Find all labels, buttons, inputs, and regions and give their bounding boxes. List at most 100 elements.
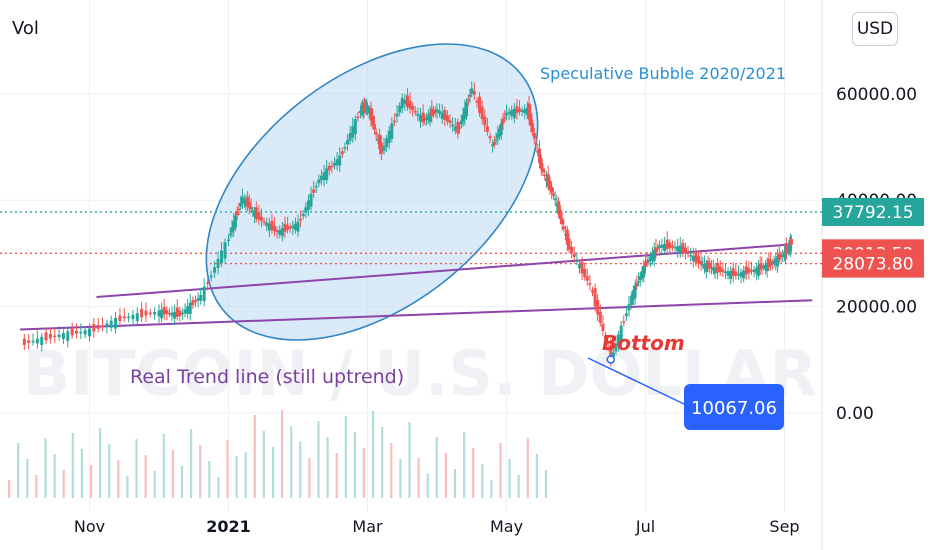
volume-bar — [53, 454, 56, 498]
candle-body — [543, 174, 547, 177]
candle-body — [230, 227, 234, 233]
candle-body — [430, 108, 434, 117]
candle-body — [379, 142, 383, 154]
volume-bars — [8, 410, 548, 498]
candle-body — [251, 210, 255, 212]
candle-body — [416, 113, 420, 117]
candle-body — [645, 260, 649, 264]
candle-body — [518, 108, 522, 112]
candle-body — [35, 338, 39, 344]
candle-body — [240, 197, 244, 204]
candle-body — [96, 325, 100, 329]
volume-bar — [444, 453, 447, 498]
candle-body — [541, 168, 545, 173]
volume-bar — [481, 464, 484, 498]
candle-body — [209, 275, 213, 278]
candle-body — [536, 151, 540, 153]
candle-body — [749, 270, 753, 272]
candle-body — [622, 321, 626, 323]
candle-body — [183, 309, 187, 314]
candle-body — [267, 223, 271, 231]
candle-body — [483, 116, 487, 126]
volume-bar — [362, 448, 366, 498]
volume-bar — [453, 469, 457, 498]
candle-body — [633, 285, 637, 299]
volume-bar — [281, 410, 284, 498]
price-tag-box — [822, 249, 924, 278]
volume-bar — [235, 456, 238, 498]
candle-body — [560, 218, 564, 225]
candle-body — [650, 253, 654, 261]
bottom-marker — [606, 355, 615, 364]
candle-body — [478, 96, 482, 113]
candle-body — [716, 262, 720, 273]
candle-body — [577, 264, 581, 269]
volume-label: Vol — [12, 18, 39, 39]
candle-body — [767, 258, 771, 268]
candle-body — [413, 111, 417, 113]
candle-body — [325, 168, 329, 180]
candle-body — [312, 189, 316, 193]
candle-body — [491, 144, 495, 147]
candle-body — [596, 300, 600, 315]
candle-body — [779, 254, 783, 258]
candle-body — [551, 193, 555, 196]
volume-bar — [517, 475, 520, 498]
candle-body — [202, 286, 206, 302]
candle-body — [485, 126, 489, 132]
candle-body — [114, 318, 118, 329]
candle-body — [769, 260, 773, 266]
candle-body — [776, 256, 780, 267]
candle-body — [314, 186, 318, 188]
volume-bar — [35, 475, 38, 498]
candle-body — [74, 330, 78, 334]
candle-body — [382, 146, 386, 152]
candle-body — [534, 142, 538, 145]
candle-body — [644, 261, 647, 267]
candle-body — [173, 311, 177, 319]
candle-body — [781, 254, 785, 257]
volume-bar — [490, 480, 493, 498]
candle-body — [762, 266, 766, 269]
volume-bar — [417, 458, 420, 498]
volume-bar — [162, 434, 165, 498]
candle-body — [343, 147, 347, 149]
candle-body — [122, 316, 126, 319]
candle-body — [70, 328, 74, 336]
volume-bar — [71, 433, 74, 498]
candle-body — [48, 334, 52, 339]
candle-body — [395, 113, 399, 117]
candle-body — [309, 193, 313, 207]
candle-body — [686, 252, 690, 255]
candle-body — [288, 226, 292, 229]
volume-bar — [217, 477, 220, 498]
candle-body — [411, 105, 415, 111]
candle-body — [550, 186, 554, 193]
candle-body — [657, 245, 661, 248]
candle-body — [539, 158, 543, 170]
candle-body — [435, 109, 439, 113]
candle-body — [591, 290, 595, 293]
volume-bar — [426, 474, 429, 498]
candle-body — [729, 270, 733, 280]
candle-body — [572, 254, 576, 257]
candle-body — [351, 126, 355, 138]
candle-body — [465, 101, 469, 117]
price-tag-box — [822, 197, 924, 226]
y-tick-label: 20000.00 — [836, 298, 917, 318]
candle-body — [242, 198, 246, 202]
candle-body — [249, 206, 253, 210]
volume-bar — [80, 449, 83, 498]
candle-body — [580, 261, 584, 274]
candle-body — [774, 258, 778, 266]
currency-button[interactable]: USD — [852, 12, 898, 46]
candle-body — [421, 112, 425, 123]
candle-body — [216, 258, 220, 268]
candle-body — [557, 201, 561, 215]
candle-body — [170, 312, 174, 316]
volume-bar — [535, 454, 538, 498]
candle-body — [433, 111, 437, 113]
candle-body — [558, 209, 562, 220]
volume-bar — [353, 432, 356, 498]
